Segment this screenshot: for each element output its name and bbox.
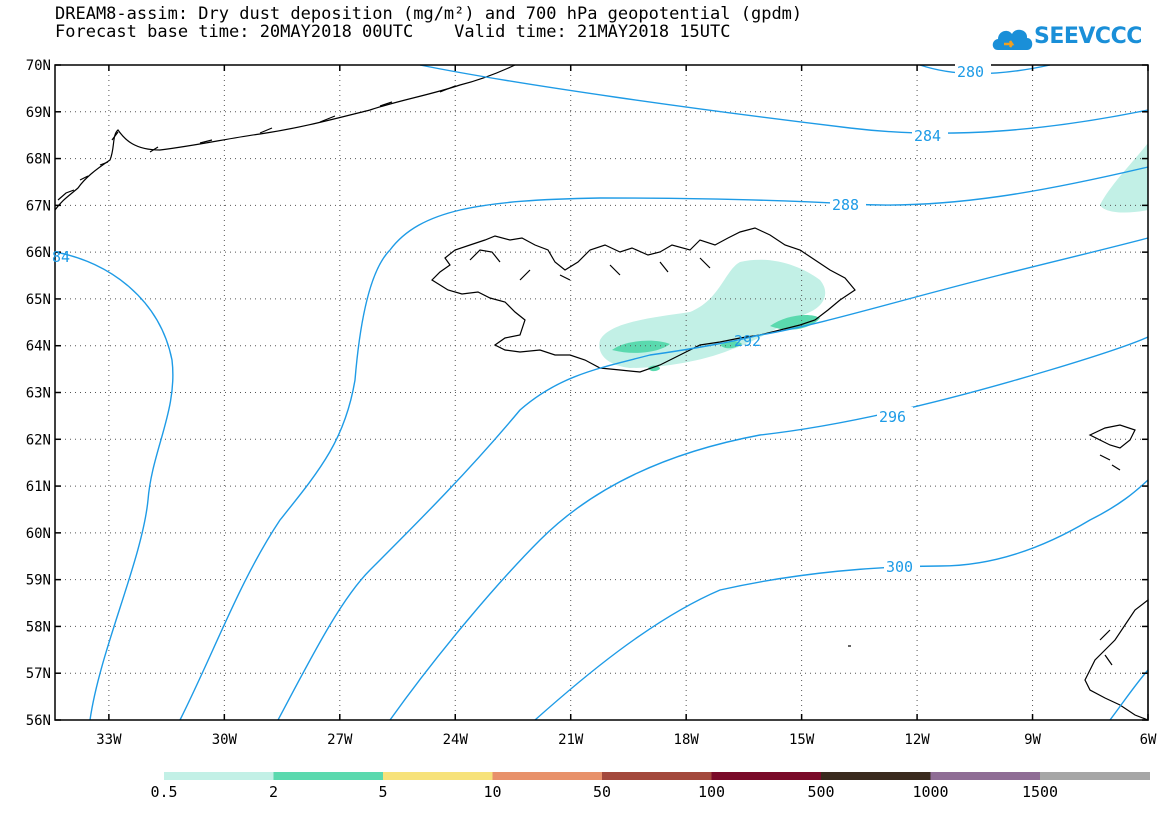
seevccc-logo: SEEVCCC — [990, 22, 1142, 56]
legend-label: 0.5 — [150, 783, 178, 801]
legend-label: 1000 — [912, 783, 949, 801]
legend-swatch — [383, 772, 493, 780]
cloud-icon — [992, 29, 1033, 50]
legend-label: 10 — [483, 783, 502, 801]
lon-label: 30W — [212, 732, 238, 748]
coastlines — [54, 64, 1149, 721]
lon-label: 21W — [558, 732, 584, 748]
map-border — [54, 64, 1149, 721]
lat-label: 56N — [26, 713, 51, 729]
lat-label: 67N — [26, 198, 51, 214]
contour-label-288: 288 — [832, 196, 859, 214]
lat-label: 62N — [26, 432, 51, 448]
logo-text: SEEVCCC — [1034, 24, 1142, 49]
legend-swatch — [164, 772, 274, 780]
map-frame — [54, 64, 1149, 721]
legend-swatch — [711, 772, 822, 780]
contour-label-280: 280 — [957, 63, 984, 81]
contour-label-296: 296 — [879, 408, 906, 426]
lon-label: 15W — [789, 732, 815, 748]
legend-swatch — [1040, 772, 1150, 780]
lat-label: 57N — [26, 666, 51, 682]
lat-label: 66N — [26, 245, 51, 261]
color-legend — [164, 772, 1150, 780]
lat-label: 68N — [26, 152, 51, 168]
lat-label: 61N — [26, 479, 51, 495]
contour-label-292: 292 — [734, 332, 761, 350]
latitude-labels: 70N 69N 68N 67N 66N 65N 64N 63N 62N 61N 60N 59N 58N 5… — [26, 58, 51, 729]
legend-label: 2 — [268, 783, 279, 801]
lat-label: 59N — [26, 573, 51, 589]
legend-swatch — [930, 772, 1041, 780]
lon-label: 9W — [1024, 732, 1041, 748]
contour-label-group: 280 284 288 292 296 300 84 — [52, 62, 991, 576]
contour-label-284-west: 84 — [52, 248, 70, 266]
contour-label-284: 284 — [914, 127, 941, 145]
lon-label: 6W — [1140, 732, 1157, 748]
legend-swatch — [821, 772, 931, 780]
legend-swatch — [602, 772, 712, 780]
lat-label: 65N — [26, 292, 51, 308]
lon-label: 33W — [96, 732, 122, 748]
legend-label: 500 — [807, 783, 835, 801]
legend-swatch — [273, 772, 384, 780]
lat-label: 69N — [26, 105, 51, 121]
dust-deposition-fill — [599, 143, 1148, 372]
contour-label-300: 300 — [886, 558, 913, 576]
legend-label: 100 — [697, 783, 726, 801]
lon-label: 18W — [674, 732, 700, 748]
map-title-line-1: DREAM8-assim: Dry dust deposition (mg/m²… — [55, 4, 803, 24]
legend-label: 50 — [592, 783, 612, 801]
map-gridlines — [55, 65, 1148, 720]
legend-label: 5 — [378, 783, 388, 801]
legend-swatch — [492, 772, 603, 780]
longitude-labels: 33W 30W 27W 24W 21W 18W 15W 12W 9W 6W — [96, 732, 1157, 748]
lon-label: 24W — [443, 732, 469, 748]
map-title-line-2: Forecast base time: 20MAY2018 00UTC Vali… — [55, 22, 731, 42]
geopotential-contours — [54, 64, 1149, 721]
lat-label: 70N — [26, 58, 51, 74]
lat-label: 64N — [26, 339, 51, 355]
lat-label: 58N — [26, 619, 51, 635]
lon-label: 27W — [327, 732, 353, 748]
lon-label: 12W — [904, 732, 930, 748]
legend-label: 1500 — [1021, 783, 1059, 801]
lat-label: 60N — [26, 526, 51, 542]
lat-label: 63N — [26, 386, 51, 402]
